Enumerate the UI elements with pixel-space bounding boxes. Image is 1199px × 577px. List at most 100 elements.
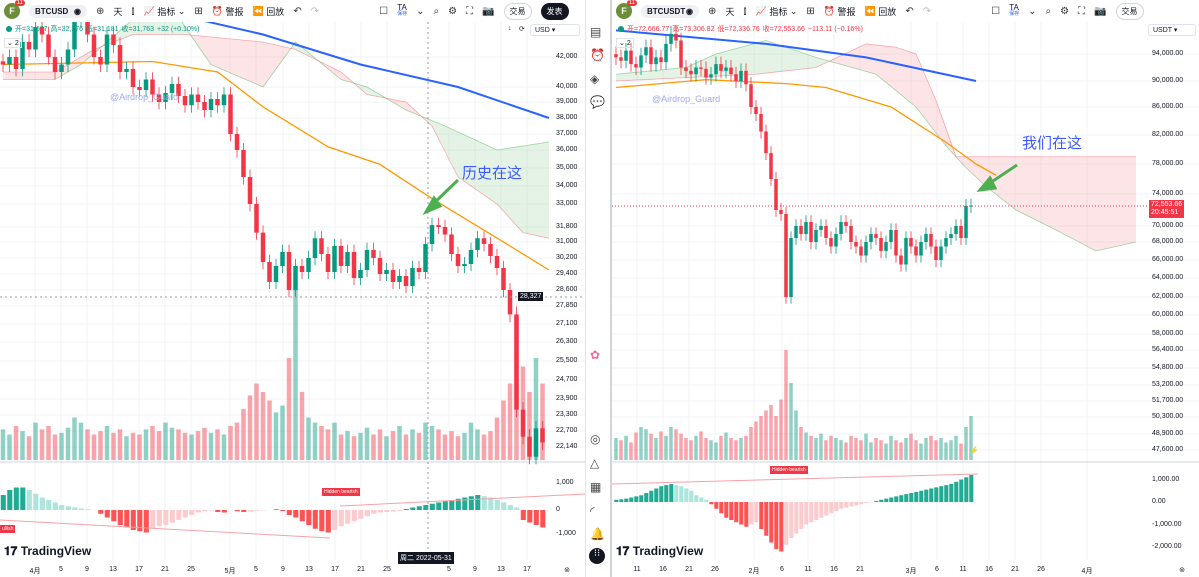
avatar[interactable]: F 11 bbox=[4, 0, 25, 19]
volume-bar bbox=[169, 427, 175, 460]
calendar-icon[interactable]: ▦ bbox=[590, 480, 602, 494]
ichimoku-cloud-segment bbox=[781, 45, 784, 72]
settings-icon[interactable]: ⊚ bbox=[1179, 567, 1185, 574]
macd-bar bbox=[410, 507, 416, 510]
interval-button[interactable]: 天 bbox=[113, 6, 123, 17]
time-tick-label: 5 bbox=[254, 566, 258, 573]
indicators-button[interactable]: 📈 指标 ⌄ bbox=[756, 5, 798, 18]
undo-icon[interactable]: ↶ bbox=[905, 5, 914, 17]
ichimoku-cloud-segment bbox=[396, 100, 400, 106]
ideas-icon[interactable]: ✿ bbox=[590, 348, 601, 362]
apps-grid-icon[interactable]: ⁝⁝ bbox=[589, 548, 605, 564]
watchlist-icon[interactable]: ▤ bbox=[590, 25, 602, 39]
templates-icon[interactable]: ⊞ bbox=[806, 5, 815, 17]
alert-button[interactable]: ⏰ 警报 bbox=[824, 5, 856, 18]
macd-bar bbox=[325, 510, 331, 533]
save-button[interactable]: TA 保存 bbox=[1009, 4, 1019, 18]
stream-icon[interactable]: ◜ bbox=[590, 504, 595, 518]
volume-bar bbox=[65, 427, 71, 460]
volume-bar bbox=[501, 400, 506, 460]
target-icon[interactable]: ◎ bbox=[590, 432, 601, 446]
settings-icon[interactable]: ⚙ bbox=[1060, 5, 1070, 17]
right-chart-pane[interactable]: F 11 BTCUSDT ◉ ⊕ 天 ⫾ 📈 指标 ⌄ ⊞ ⏰ 警报 ⏪ 回放 ↶ … bbox=[610, 0, 1199, 577]
candles-icon[interactable]: ⫾ bbox=[743, 5, 747, 17]
alert-button[interactable]: ⏰ 警报 bbox=[212, 5, 244, 18]
undo-icon[interactable]: ↶ bbox=[293, 5, 302, 17]
ichimoku-cloud-segment bbox=[808, 54, 811, 69]
volume-bar bbox=[619, 440, 623, 460]
interval-button[interactable]: 天 bbox=[725, 6, 735, 17]
indicator-collapse[interactable]: ⌄ 2 bbox=[4, 38, 22, 48]
candle-body bbox=[72, 19, 77, 50]
ichimoku-cloud-segment bbox=[406, 102, 410, 112]
eye-icon[interactable]: ◉ bbox=[74, 6, 81, 16]
candle-body bbox=[874, 234, 878, 238]
trade-button[interactable]: 交易 bbox=[503, 2, 532, 20]
templates-icon[interactable]: ⊞ bbox=[194, 5, 203, 17]
trade-button[interactable]: 交易 bbox=[1115, 2, 1144, 20]
layout-icon[interactable]: ☐ bbox=[991, 5, 1001, 17]
left-chart-canvas[interactable] bbox=[0, 0, 585, 577]
chevron-down-icon[interactable]: ⌄ bbox=[177, 5, 186, 16]
lightning-icon[interactable]: ⚡ bbox=[969, 446, 979, 455]
candle-body bbox=[156, 94, 162, 102]
layout-icon[interactable]: ☐ bbox=[379, 5, 389, 17]
tradingview-logo[interactable]: 𝟏𝟕 TradingView bbox=[4, 544, 92, 558]
macd-bar bbox=[377, 510, 383, 513]
chevron-down-icon[interactable]: ⌄ bbox=[1028, 5, 1037, 17]
redo-icon[interactable]: ↷ bbox=[922, 5, 932, 17]
redo-icon[interactable]: ↷ bbox=[310, 5, 320, 17]
time-tick-label: 5月 bbox=[224, 568, 236, 575]
ichimoku-cloud-segment bbox=[666, 69, 669, 79]
ichimoku-cloud-segment bbox=[1051, 156, 1054, 229]
bell-icon[interactable]: 🔔 bbox=[590, 527, 605, 541]
save-button[interactable]: TA 保存 bbox=[397, 4, 407, 18]
indicator-count: 2 bbox=[626, 40, 631, 47]
left-chart-pane[interactable]: F 11 BTCUSD ◉ ⊕ 天 ⫾ 📈 指标 ⌄ ⊞ ⏰ 警报 ⏪ 回放 ↶ ↷… bbox=[0, 0, 585, 577]
macd-bar bbox=[462, 497, 468, 510]
candle-body bbox=[729, 67, 733, 75]
chevron-down-icon[interactable]: ⌄ bbox=[416, 5, 425, 17]
macd-bar bbox=[794, 502, 799, 534]
currency-select[interactable]: USDT ▾ bbox=[1148, 24, 1196, 36]
tradingview-logo[interactable]: 𝟏𝟕 TradingView bbox=[616, 544, 704, 558]
volume-bar bbox=[959, 443, 963, 460]
settings-icon[interactable]: ⊚ bbox=[564, 567, 570, 574]
candle-body bbox=[533, 428, 539, 457]
volume-bar bbox=[130, 432, 136, 460]
publish-button[interactable]: 发表 bbox=[540, 2, 569, 20]
macd-bar bbox=[819, 502, 824, 518]
price-tick-label: 47,600.00 bbox=[1152, 446, 1184, 453]
fullscreen-icon[interactable]: ⛶ bbox=[466, 5, 474, 17]
quick-search-icon[interactable]: ⌕ bbox=[433, 5, 440, 17]
replay-button[interactable]: ⏪ 回放 bbox=[253, 5, 285, 18]
right-chart-canvas[interactable] bbox=[612, 0, 1199, 577]
pine-icon[interactable]: △ bbox=[590, 456, 600, 470]
arrow-down-icon[interactable]: ↓ bbox=[508, 25, 512, 32]
refresh-icon[interactable]: ⟳ bbox=[519, 26, 525, 33]
quick-search-icon[interactable]: ⌕ bbox=[1045, 5, 1052, 17]
camera-icon[interactable]: 📷 bbox=[482, 5, 495, 17]
add-symbol-icon[interactable]: ⊕ bbox=[708, 5, 717, 17]
symbol-search[interactable]: BTCUSDT ◉ bbox=[641, 4, 699, 18]
ichimoku-cloud-segment bbox=[633, 72, 636, 81]
layers-icon[interactable]: ◈ bbox=[590, 72, 600, 86]
symbol-search[interactable]: BTCUSD ◉ bbox=[29, 4, 87, 18]
add-symbol-icon[interactable]: ⊕ bbox=[96, 5, 105, 17]
chevron-down-icon[interactable]: ⌄ bbox=[789, 5, 798, 16]
replay-button[interactable]: ⏪ 回放 bbox=[865, 5, 897, 18]
camera-icon[interactable]: 📷 bbox=[1094, 5, 1107, 17]
candles-icon[interactable]: ⫾ bbox=[131, 5, 135, 17]
price-tick-label: 94,000.00 bbox=[1152, 50, 1184, 57]
eye-icon[interactable]: ◉ bbox=[686, 6, 693, 16]
indicator-collapse[interactable]: ⌄ 2 bbox=[616, 38, 634, 48]
indicators-button[interactable]: 📈 指标 ⌄ bbox=[144, 5, 186, 18]
ichimoku-cloud-segment bbox=[978, 156, 981, 182]
settings-icon[interactable]: ⚙ bbox=[448, 5, 458, 17]
candle-body bbox=[13, 57, 19, 69]
avatar[interactable]: F 11 bbox=[616, 0, 637, 19]
alarm-clock-icon[interactable]: ⏰ bbox=[590, 48, 605, 62]
currency-select[interactable]: USD ▾ bbox=[530, 24, 580, 36]
chat-icon[interactable]: 💬 bbox=[590, 95, 605, 109]
fullscreen-icon[interactable]: ⛶ bbox=[1078, 5, 1086, 17]
